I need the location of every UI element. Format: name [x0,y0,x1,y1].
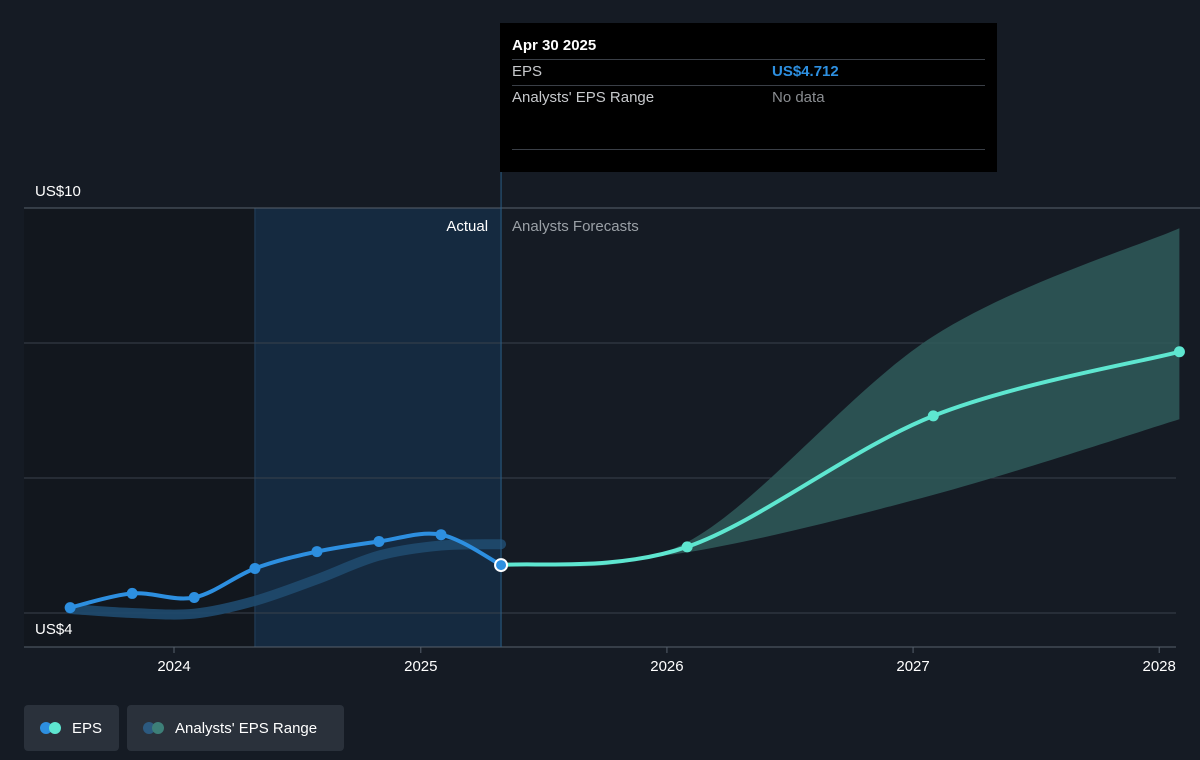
tooltip-range-label: Analysts' EPS Range [512,89,655,106]
eps-actual-point [311,546,323,558]
x-tick-label: 2028 [1143,658,1176,675]
forecast-label: Analysts Forecasts [512,218,639,235]
legend-range-label: Analysts' EPS Range [175,719,318,737]
y-tick-label-bottom: US$4 [35,621,73,638]
x-tick-label: 2026 [650,658,683,675]
eps-forecast-point [681,541,693,553]
legend: EPS Analysts' EPS Range [24,705,344,751]
eps-selected-point [494,558,509,573]
eps-actual-point [64,602,76,614]
tooltip-eps-label: EPS [512,63,543,80]
legend-eps-button[interactable]: EPS [24,705,119,751]
x-tick-label: 2025 [404,658,437,675]
legend-eps-label: EPS [72,719,103,737]
x-tick-label: 2027 [896,658,929,675]
legend-range-button[interactable]: Analysts' EPS Range [127,705,344,751]
historical-range-band [65,539,507,620]
eps-chart: Actual Analysts Forecasts US$10 US$4 2024 202… [24,172,1200,675]
tooltip-eps-value: US$4.712 [772,63,839,80]
x-tick-label: 2024 [157,658,190,675]
eps-actual-point [188,591,200,603]
tooltip: Apr 30 2025 EPS US$4.712 Analysts' EPS R… [500,23,997,172]
tooltip-row-range: Analysts' EPS Range No data [512,85,985,111]
actual-highlight-region [254,208,502,647]
eps-actual-point [435,529,447,541]
tooltip-range-value: No data [772,89,825,106]
eps-forecast-point [927,410,939,422]
y-tick-label-top: US$10 [35,183,81,200]
eps-actual-point [373,535,385,547]
eps-actual-point [249,562,261,574]
tooltip-date: Apr 30 2025 [512,37,597,54]
tooltip-row-eps: EPS US$4.712 [512,59,985,85]
eps-forecast-point [1173,346,1185,358]
eps-actual-point [126,587,138,599]
actual-label: Actual [446,218,488,235]
range-legend-icon [143,722,167,734]
eps-forecast-line [499,349,1182,568]
eps-legend-icon [40,722,64,734]
past-region [24,208,255,647]
tooltip-divider [512,149,985,150]
forecast-range-band [501,228,1180,567]
